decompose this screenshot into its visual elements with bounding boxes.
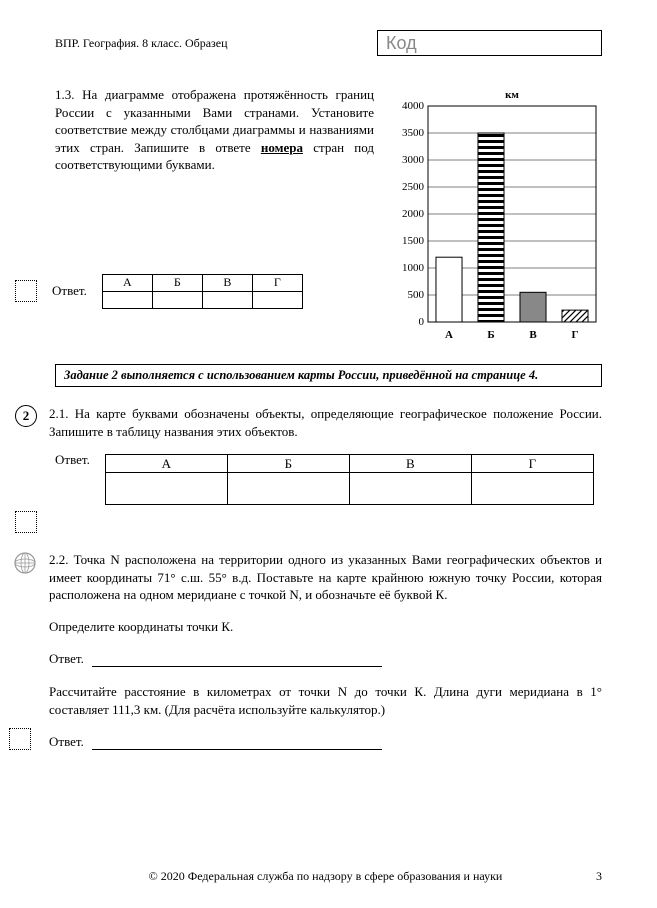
col-b: Б — [152, 274, 202, 291]
col-a: А — [102, 274, 152, 291]
score-box — [15, 280, 37, 302]
answer-blank[interactable] — [92, 653, 382, 667]
bar-chart: км05001000150020002500300035004000АБВГ — [392, 86, 602, 336]
svg-text:2500: 2500 — [402, 181, 425, 193]
answer-table-1-3[interactable]: А Б В Г — [102, 274, 303, 309]
copyright: © 2020 Федеральная служба по надзору в с… — [55, 869, 596, 884]
answer-table-2-1[interactable]: А Б В Г — [105, 454, 594, 505]
svg-text:4000: 4000 — [402, 100, 425, 112]
svg-text:1000: 1000 — [402, 262, 425, 274]
page-footer: © 2020 Федеральная служба по надзору в с… — [0, 869, 657, 884]
svg-text:0: 0 — [419, 316, 425, 328]
answer-blank[interactable] — [92, 736, 382, 750]
task-1-3-text: 1.3. На диаграмме отображена протяжённос… — [55, 86, 374, 174]
page-number: 3 — [596, 869, 602, 884]
score-box — [9, 728, 31, 750]
task-2-2-p3: Рассчитайте расстояние в километрах от т… — [49, 683, 602, 718]
svg-text:500: 500 — [408, 289, 425, 301]
svg-text:км: км — [505, 89, 519, 101]
instruction-bar: Задание 2 выполняется с использованием к… — [55, 364, 602, 387]
svg-text:2000: 2000 — [402, 208, 425, 220]
task-number-badge: 2 — [15, 405, 37, 427]
page-header: ВПР. География. 8 класс. Образец Код — [55, 30, 602, 56]
task-2-2-p2: Определите координаты точки К. — [49, 618, 602, 636]
header-subject: ВПР. География. 8 класс. Образец — [55, 30, 228, 51]
code-box[interactable]: Код — [377, 30, 602, 56]
answer-label: Ответ. — [52, 283, 87, 299]
svg-text:Г: Г — [572, 329, 579, 341]
svg-text:1500: 1500 — [402, 235, 425, 247]
svg-text:Б: Б — [487, 329, 494, 341]
svg-text:В: В — [529, 329, 537, 341]
answer-label: Ответ. — [49, 734, 84, 750]
globe-icon — [13, 551, 37, 575]
svg-text:А: А — [445, 329, 453, 341]
col-g: Г — [252, 274, 302, 291]
task-2-2-p1: 2.2. Точка N расположена на территории о… — [49, 551, 602, 604]
answer-label: Ответ. — [55, 450, 90, 468]
svg-text:3500: 3500 — [402, 127, 425, 139]
task-2-1-text: 2.1. На карте буквами обозначены объекты… — [49, 405, 602, 440]
col-v: В — [202, 274, 252, 291]
answer-label: Ответ. — [49, 651, 84, 667]
score-box — [15, 511, 37, 533]
svg-text:3000: 3000 — [402, 154, 425, 166]
